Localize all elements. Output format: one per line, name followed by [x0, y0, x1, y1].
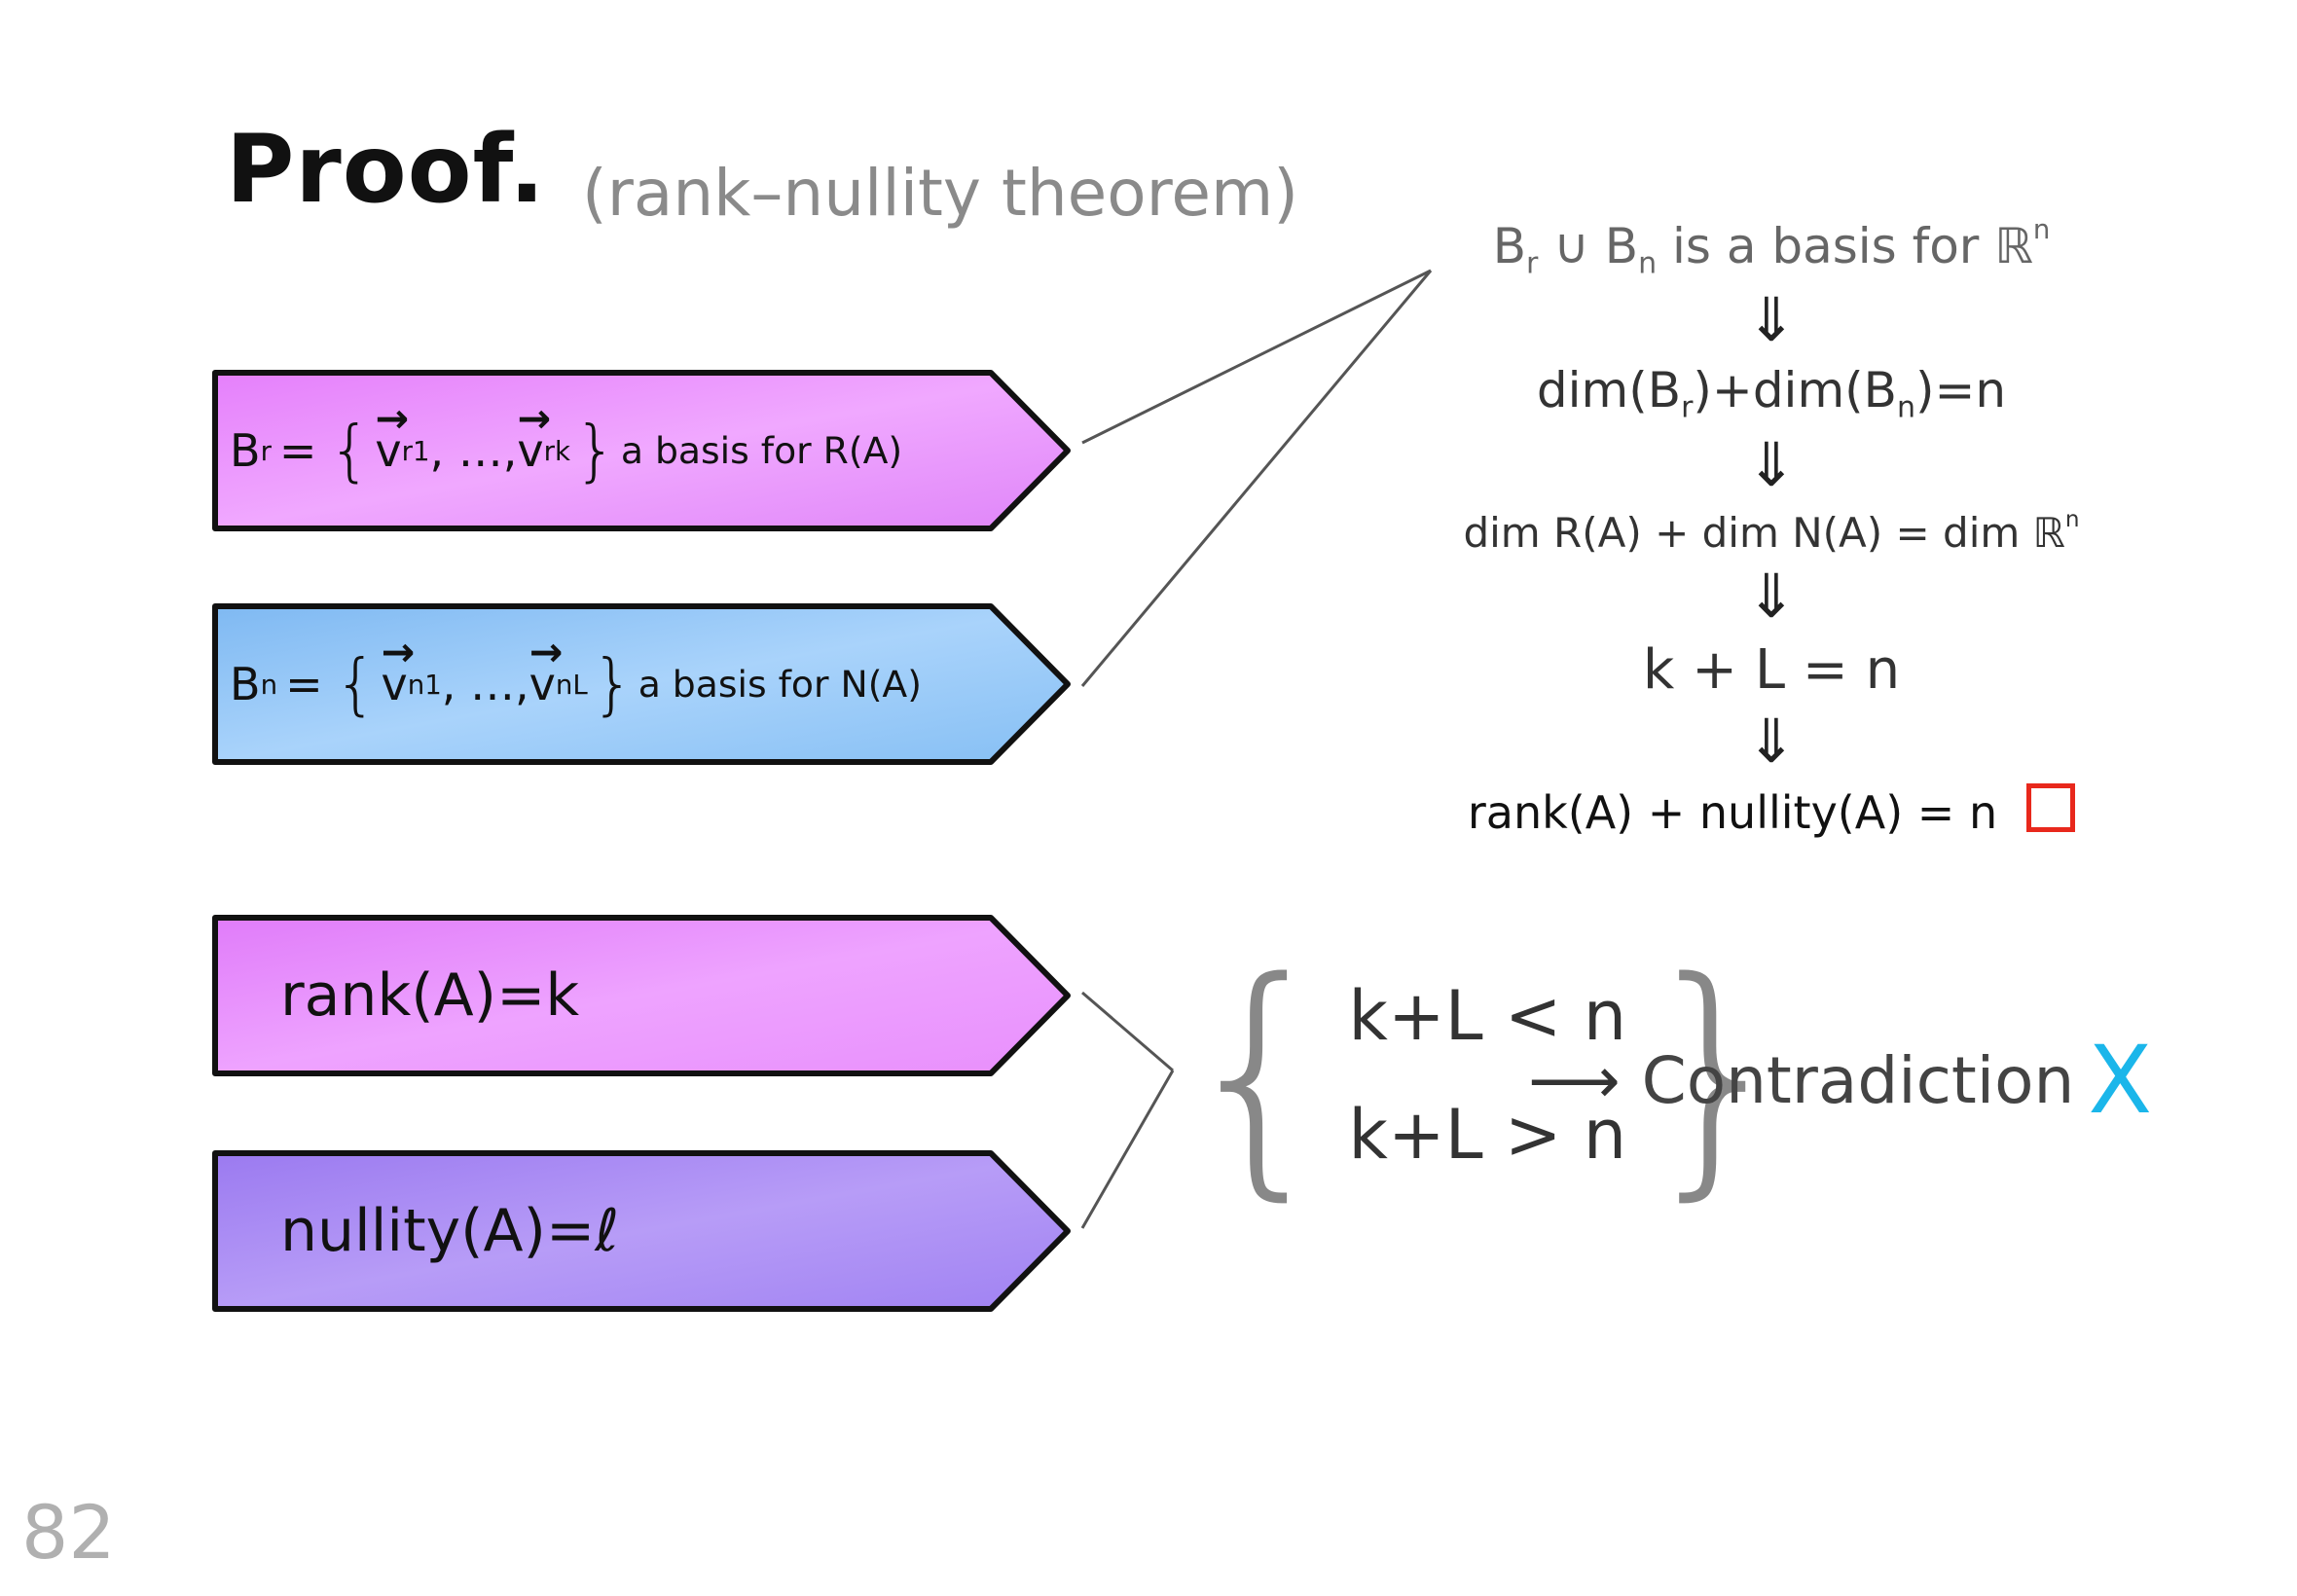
equals-sign: = [285, 658, 323, 710]
connector-ribbon2-to-chain [1080, 270, 1433, 687]
implication-chain: Br ∪ Bn is a basis for ℝn ⇓ dim(Br)+dim(… [1431, 214, 2112, 839]
ribbon-rank: rank(A)=k [212, 915, 1071, 1076]
nullity-text: nullity(A)=ℓ [280, 1197, 620, 1265]
chain-step-union-basis: Br ∪ Bn is a basis for ℝn [1492, 214, 2051, 281]
ribbon-shape [212, 370, 1071, 531]
qed-box-icon [2026, 782, 2076, 832]
chain-step-conclusion: rank(A) + nullity(A) = n [1468, 782, 2076, 839]
ribbon-null-basis: Bn ={ vn1 , …, vnL } a basis for N(A) [212, 603, 1071, 765]
cases-right-brace: } [1636, 928, 1798, 1222]
basis-symbol: B [230, 424, 261, 477]
ribbon-shape [212, 603, 1071, 765]
connector-ribbon1-to-chain [1081, 269, 1432, 445]
right-brace: } [591, 645, 635, 723]
ribbon-nullity: nullity(A)=ℓ [212, 1150, 1071, 1312]
left-brace: { [328, 412, 372, 490]
right-brace: } [573, 412, 617, 490]
chain-step-dim-sum: dim(Br)+dim(Bn)=n [1536, 362, 2007, 425]
ribbon-range-basis: Br ={ vr1 , …, vrk } a basis for R(A) [212, 370, 1071, 531]
rank-text: rank(A)=k [280, 961, 580, 1030]
vector-last: v [517, 395, 543, 477]
cross-mark-icon: X [2088, 1026, 2153, 1135]
implies-arrow: ⇓ [1746, 705, 1797, 777]
ellipsis: , …, [429, 424, 518, 477]
page-number: 82 [21, 1489, 116, 1576]
ribbon-range-text: Br ={ vr1 , …, vrk } a basis for R(A) [230, 370, 1003, 531]
ribbon-shape [212, 915, 1071, 1076]
vector-first: v [382, 629, 408, 710]
basis-symbol: B [230, 658, 261, 710]
vector-first: v [375, 395, 401, 477]
ribbon-shape [212, 1150, 1071, 1312]
chain-step-dim-spaces: dim R(A) + dim N(A) = dim ℝn [1463, 506, 2080, 557]
contradiction-label: Contradiction [1641, 1042, 2075, 1118]
proof-subtitle: (rank–nullity theorem) [582, 156, 1298, 231]
implies-arrow: ⇓ [1746, 284, 1797, 356]
cases-lines: k+L < n k+L > n [1348, 976, 1626, 1175]
case-less-than: k+L < n [1348, 976, 1627, 1056]
cases-left-brace: { [1178, 928, 1339, 1222]
left-brace: { [334, 645, 378, 723]
implies-arrow: ⇓ [1746, 428, 1797, 500]
basis-description: a basis for R(A) [620, 429, 903, 472]
ellipsis: , …, [441, 658, 529, 710]
case-greater-than: k+L > n [1348, 1095, 1627, 1175]
vector-last: v [529, 629, 556, 710]
equals-sign: = [278, 424, 317, 477]
cases-block: { k+L < n k+L > n } [1178, 949, 1798, 1202]
proof-title: Proof. [226, 115, 546, 224]
ribbon-null-text: Bn ={ vn1 , …, vnL } a basis for N(A) [230, 603, 1003, 765]
chain-step-k-plus-l: k + L = n [1642, 637, 1901, 702]
right-arrow-icon: ⟶ [1528, 1042, 1621, 1118]
contradiction-row: ⟶ Contradiction X [1528, 1034, 2152, 1127]
implies-arrow: ⇓ [1746, 560, 1797, 632]
connector-ribbon3-to-cases [1081, 991, 1174, 1072]
basis-description: a basis for N(A) [638, 663, 922, 706]
connector-ribbon4-to-cases [1080, 1070, 1175, 1229]
